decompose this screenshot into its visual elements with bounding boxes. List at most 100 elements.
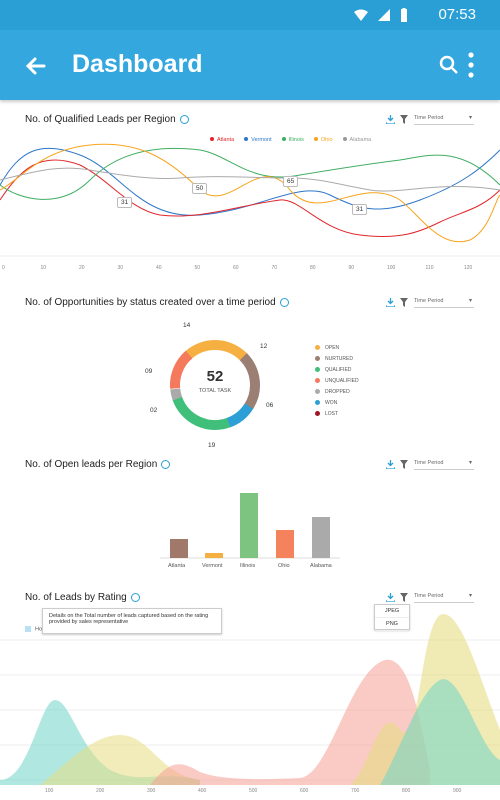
legend-item-ho[interactable]: Ho (25, 626, 42, 632)
area-series-1 (0, 700, 200, 785)
legend-item-alabama[interactable]: Alabama (342, 137, 371, 143)
bar-alabama (312, 517, 330, 558)
info-icon[interactable] (279, 297, 289, 307)
donut-label-nurtured: 12 (260, 343, 268, 350)
area-chart (0, 614, 500, 785)
category-illinois: Illinois (240, 563, 256, 569)
status-time: 07:53 (438, 6, 476, 23)
time-period-select[interactable]: Time Period (414, 113, 474, 125)
wifi-icon (354, 9, 368, 21)
bar-ohio (276, 530, 294, 558)
info-icon[interactable] (130, 592, 140, 602)
filter-icon[interactable] (400, 298, 408, 307)
donut-center-value: 52 (206, 368, 224, 385)
series-illinois (0, 147, 500, 200)
section-qualified-leads-title: No. of Qualified Leads per Region (25, 114, 189, 125)
status-bar: 07:53 (0, 0, 500, 30)
legend-item-atlanta[interactable]: Atlanta (210, 137, 234, 143)
tooltip-3: 65 (283, 176, 299, 187)
legend-item-lost[interactable]: LOST (315, 411, 359, 422)
x-tick: 700 (351, 788, 360, 794)
signal-icon (378, 9, 390, 21)
series-atlanta (0, 159, 500, 238)
series-alabama (0, 167, 500, 192)
donut-legend: OPEN NURTURED QUALIFIED UNQUALIFIED DROP… (315, 345, 359, 422)
area-series-2 (40, 735, 200, 785)
time-period-select[interactable]: Time Period (414, 296, 474, 308)
area-series-3 (150, 659, 430, 785)
category-vermont: Vermont (202, 563, 223, 569)
tooltip-1: 31 (117, 197, 133, 208)
section4-tools: Time Period (386, 591, 476, 605)
time-period-select[interactable]: Time Period (414, 458, 474, 470)
tooltip-4: 31 (352, 204, 368, 215)
download-icon[interactable] (386, 115, 395, 124)
x-tick: 200 (96, 788, 105, 794)
x-tick: 10 (40, 265, 47, 271)
x-tick: 20 (79, 265, 85, 271)
x-tick: 120 (464, 265, 473, 271)
legend-item-dropped[interactable]: DROPPED (315, 389, 359, 400)
slice-qualified (170, 340, 260, 430)
battery-icon (401, 8, 407, 22)
donut-label-unqualified: 09 (145, 368, 153, 375)
info-icon[interactable] (161, 459, 171, 469)
donut-chart (169, 340, 260, 431)
legend-item-illinois[interactable]: Illinois (281, 137, 304, 143)
x-tick: 90 (348, 265, 355, 271)
download-icon[interactable] (386, 460, 395, 469)
x-tick: 900 (453, 788, 462, 794)
download-icon[interactable] (386, 593, 395, 602)
legend-item-won[interactable]: WON (315, 400, 359, 411)
x-tick: 300 (147, 788, 156, 794)
legend-item-ohio[interactable]: Ohio (313, 137, 333, 143)
bar-illinois (240, 493, 258, 558)
legend-item-nurtured[interactable]: NURTURED (315, 356, 359, 367)
time-period-select[interactable]: Time Period (414, 591, 474, 603)
back-arrow-icon[interactable] (22, 52, 50, 80)
donut-label-dropped: 02 (150, 407, 158, 414)
status-icons (354, 7, 408, 23)
legend-item-vermont[interactable]: Vermont (244, 137, 272, 143)
line-chart (0, 143, 500, 257)
filter-icon[interactable] (400, 115, 408, 124)
info-icon[interactable] (179, 114, 189, 124)
page-title: Dashboard (72, 50, 203, 78)
x-tick: 0 (2, 265, 5, 271)
bar-chart (160, 493, 340, 559)
x-tick: 110 (425, 265, 434, 271)
filter-icon[interactable] (400, 460, 408, 469)
legend-item-unqualified[interactable]: UNQUALIFIED (315, 378, 359, 389)
donut-label-open: 14 (183, 322, 191, 329)
section3-tools: Time Period (386, 458, 476, 472)
donut-center-label: TOTAL TASK (198, 388, 232, 394)
donut-label-won: 06 (266, 402, 274, 409)
slice-won (170, 340, 260, 430)
section-open-leads-title: No. of Open leads per Region (25, 459, 171, 470)
x-tick: 800 (402, 788, 411, 794)
x-tick: 30 (117, 265, 124, 271)
x-tick: 100 (45, 788, 54, 794)
slice-nurtured (170, 340, 260, 430)
legend-item-qualified[interactable]: QUALIFIED (315, 367, 359, 378)
download-icon[interactable] (386, 298, 395, 307)
x-tick: 50 (194, 265, 201, 271)
section2-tools: Time Period (386, 296, 476, 310)
more-vert-icon[interactable] (466, 52, 476, 78)
export-png[interactable]: PNG (375, 618, 409, 631)
legend-item-open[interactable]: OPEN (315, 345, 359, 356)
section-leads-rating-title: No. of Leads by Rating (25, 592, 140, 603)
category-atlanta: Atlanta (168, 563, 186, 569)
info-tooltip: Details on the Total number of leads cap… (42, 608, 222, 634)
area-series-5 (380, 679, 500, 785)
bar-vermont (205, 553, 223, 558)
x-tick: 60 (233, 265, 239, 271)
search-icon[interactable] (438, 54, 460, 76)
x-tick: 100 (387, 265, 396, 271)
x-tick: 400 (198, 788, 207, 794)
filter-icon[interactable] (400, 593, 408, 602)
legend: Atlanta Vermont Illinois Ohio Alabama (210, 137, 371, 143)
export-jpeg[interactable]: JPEG (375, 605, 409, 618)
export-menu: JPEG PNG (374, 604, 410, 631)
category-alabama: Alabama (310, 563, 332, 569)
